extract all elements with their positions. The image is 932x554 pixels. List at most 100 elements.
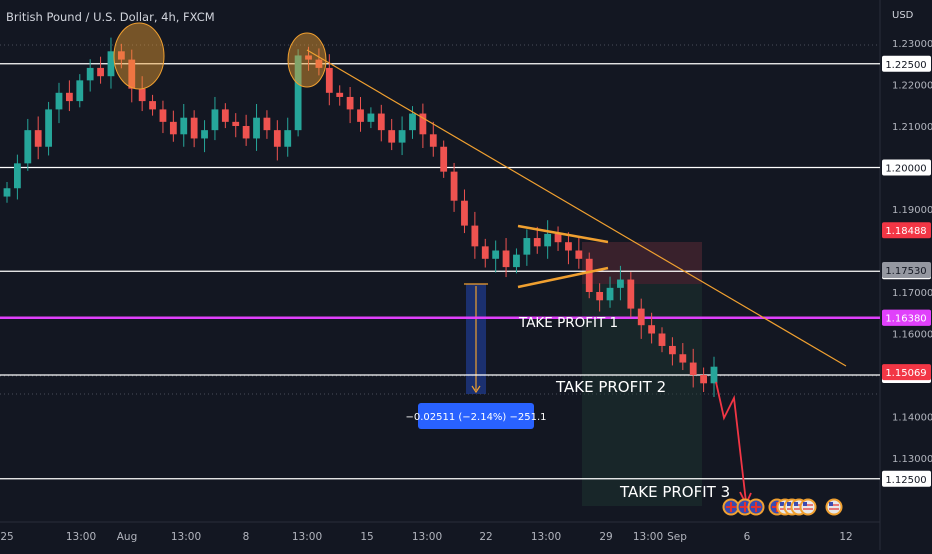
price-axis[interactable]: 1.23000 1.22000 1.21000 1.19000 1.17000 1.160…	[892, 39, 932, 465]
triangle-upper-line[interactable]	[517, 224, 609, 244]
candle-body	[554, 233, 562, 243]
candle-body	[117, 51, 125, 60]
take-profit-3-label: TAKE PROFIT 3	[619, 483, 730, 501]
candle-body	[138, 88, 146, 102]
candle-body	[461, 200, 468, 226]
time-tick-label: 13:00	[171, 531, 201, 543]
candle-body	[13, 163, 21, 189]
measure-arrow-head	[471, 385, 481, 394]
economic-events-row[interactable]	[722, 498, 843, 516]
candle-body	[429, 134, 437, 147]
candle-body	[450, 171, 458, 201]
level-tag-text: 1.20000	[885, 164, 926, 175]
candle-body	[617, 279, 624, 288]
candle-body	[284, 130, 292, 147]
descending-trendline[interactable]	[306, 49, 847, 367]
time-axis[interactable]: 25 13:00 Aug 13:00 8 13:00 15 13:00 22 13:00 29 13:…	[0, 531, 852, 543]
candle-body	[169, 121, 177, 135]
price-tag-text: 1.15069	[885, 368, 926, 379]
price-tag-text: 1.16380	[885, 314, 926, 325]
candle-body	[149, 101, 156, 110]
level-tag	[882, 55, 931, 72]
candle-body	[575, 250, 583, 259]
candle-body	[357, 109, 364, 122]
candle-body	[221, 109, 229, 122]
candle-body	[273, 130, 281, 147]
triangle-lower-line[interactable]	[517, 266, 609, 289]
take-profit-2-label: TAKE PROFIT 2	[555, 378, 666, 396]
us-flag-canton	[780, 502, 784, 506]
candle-body	[107, 51, 115, 77]
candle-body	[689, 362, 697, 375]
candle-body	[377, 113, 385, 131]
time-tick-label: 13:00	[633, 531, 663, 543]
candle-body	[565, 242, 572, 251]
us-flag-canton	[829, 502, 833, 506]
candle-body	[523, 238, 531, 255]
candle-body	[232, 121, 240, 126]
candle-body	[637, 308, 645, 326]
levels-layer	[0, 63, 880, 480]
us-flag-icon	[799, 498, 817, 516]
candle-body	[180, 117, 188, 135]
level-tag	[882, 470, 931, 487]
time-tick-label: 13:00	[292, 531, 322, 543]
price-tags: 1.225001.200001.175001.163801.150001.125…	[882, 55, 931, 487]
time-tick-label: 29	[599, 531, 612, 543]
time-tick-label: 12	[839, 531, 852, 543]
price-tick-label: 1.23000	[892, 39, 932, 50]
price-tick-label: 1.22000	[892, 81, 932, 92]
candle-body	[55, 92, 63, 110]
price-tag	[882, 309, 931, 326]
us-flag-icon	[825, 498, 843, 516]
price-tick-label: 1.16000	[892, 330, 932, 341]
candle-body	[710, 366, 718, 384]
price-tag-text: 1.18488	[885, 226, 926, 237]
candle-body	[409, 113, 416, 131]
candle-body	[606, 287, 614, 301]
candle-body	[253, 117, 260, 139]
candle-body	[502, 250, 510, 268]
candle-body	[294, 55, 302, 131]
candle-body	[585, 258, 593, 292]
price-tag	[882, 222, 931, 239]
level-tag	[882, 159, 931, 176]
candle-body	[86, 67, 94, 81]
candles-layer	[3, 37, 718, 397]
candle-body	[128, 59, 136, 89]
time-tick-label: 6	[744, 531, 751, 543]
candle-body	[76, 80, 84, 102]
candle-body	[492, 250, 500, 259]
candle-body	[627, 279, 635, 309]
level-tag-text: 1.22500	[885, 60, 926, 71]
candle-body	[3, 188, 11, 197]
candle-body	[97, 67, 104, 77]
candle-body	[65, 92, 73, 102]
candle-body	[45, 109, 52, 147]
candle-body	[24, 130, 32, 164]
time-tick-label: 22	[479, 531, 492, 543]
price-tag	[882, 364, 931, 381]
stop-loss-zone[interactable]	[582, 242, 702, 284]
candle-body	[648, 325, 656, 334]
highlight-circle-top-1[interactable]	[113, 22, 165, 90]
projection-path[interactable]	[715, 381, 747, 503]
time-tick-label: 15	[360, 531, 373, 543]
candle-body	[658, 333, 666, 346]
time-tick-label: 13:00	[412, 531, 442, 543]
highlight-circle-top-2[interactable]	[287, 32, 327, 88]
candle-body	[190, 117, 198, 139]
candle-body	[315, 59, 323, 68]
candle-body	[669, 345, 676, 355]
candle-body	[346, 96, 354, 110]
measure-label-box[interactable]	[418, 403, 534, 429]
candle-body	[336, 92, 344, 97]
price-tick-label: 1.21000	[892, 122, 932, 133]
time-tick-label: 13:00	[531, 531, 561, 543]
price-tick-label: 1.13000	[892, 454, 932, 465]
time-tick-label: Sep	[667, 531, 687, 543]
price-tag	[882, 262, 931, 279]
candle-body	[305, 55, 312, 60]
candle-body	[513, 254, 520, 268]
